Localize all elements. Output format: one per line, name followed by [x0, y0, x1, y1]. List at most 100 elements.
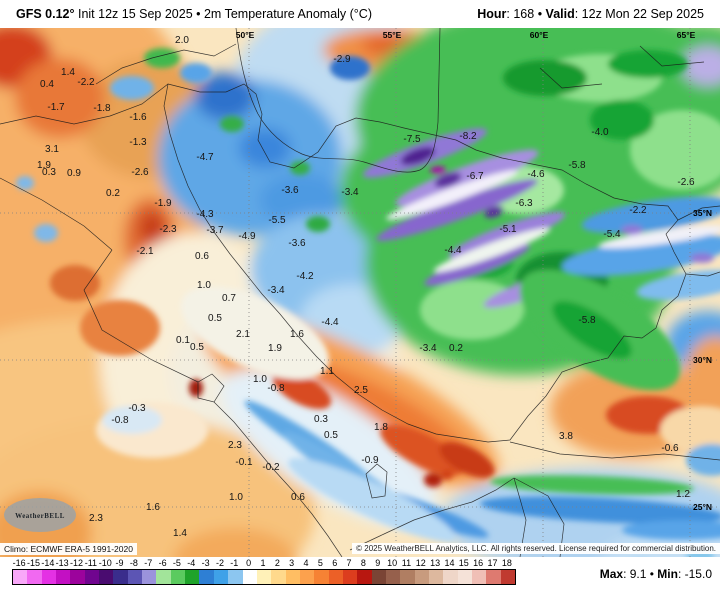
value-label: -8.2	[459, 131, 477, 142]
value-label: 0.9	[67, 168, 81, 179]
colorbar-segment	[428, 570, 444, 584]
value-label: -0.6	[661, 443, 679, 454]
colorbar-tick: -9	[115, 558, 124, 568]
value-label: -6.7	[466, 171, 484, 182]
value-label: -1.6	[129, 112, 147, 123]
value-label: 0.5	[208, 313, 222, 324]
maxmin-separator: •	[646, 567, 658, 581]
colorbar-segment	[457, 570, 472, 584]
colorbar-tick: 1	[260, 558, 266, 568]
value-label: -3.7	[206, 225, 224, 236]
value-label: 0.7	[222, 293, 236, 304]
colorbar-tick: 9	[375, 558, 381, 568]
colorbar-segment	[127, 570, 143, 584]
value-label: 1.6	[146, 502, 160, 513]
colorbar-segment	[199, 570, 214, 584]
colorbar-tick: -2	[215, 558, 224, 568]
value-label: -3.6	[288, 238, 306, 249]
value-label: 1.8	[374, 422, 388, 433]
colorbar-segment	[414, 570, 429, 584]
colorbar-segment	[84, 570, 100, 584]
value-label: -4.7	[196, 152, 214, 163]
min-value: : -15.0	[677, 567, 712, 581]
colorbar-tick: 18	[501, 558, 512, 568]
value-label: -5.5	[268, 215, 286, 226]
value-label: -0.9	[361, 455, 379, 466]
colorbar-segment	[242, 570, 257, 584]
grid-label: 60°E	[530, 30, 549, 40]
max-value: : 9.1	[623, 567, 647, 581]
colorbar-tick: -6	[158, 558, 167, 568]
colorbar-segment	[271, 570, 286, 584]
anomaly-map-svg: WeatherBELL 50°E 55°E 60°E 65°E 35°N 30°N 25°N…	[0, 28, 720, 557]
value-label: -4.4	[321, 317, 339, 328]
value-label: -0.3	[128, 403, 146, 414]
colorbar-segment	[299, 570, 315, 584]
colorbar-tick: 15	[458, 558, 469, 568]
value-label: 0.2	[449, 343, 463, 354]
colorbar-segment	[13, 570, 28, 584]
value-label: -2.3	[159, 224, 177, 235]
model-name: GFS 0.12°	[16, 7, 75, 21]
gridlines	[0, 28, 720, 557]
colorbar-segment	[41, 570, 57, 584]
value-label: 0.5	[190, 342, 204, 353]
colorbar-tick: 10	[387, 558, 398, 568]
colorbar-segment	[328, 570, 343, 584]
value-label: 0.6	[291, 492, 305, 503]
value-label: 1.0	[229, 492, 243, 503]
value-label: 0.2	[106, 188, 120, 199]
colorbar-segment	[142, 570, 157, 584]
map-canvas: WeatherBELL 50°E 55°E 60°E 65°E 35°N 30°N 25°N…	[0, 28, 720, 557]
colorbar-tick: 17	[487, 558, 498, 568]
header-separator: •	[534, 7, 546, 21]
colorbar-tick: -10	[98, 558, 112, 568]
colorbar-tick: -14	[41, 558, 55, 568]
grid-label: 25°N	[693, 502, 712, 512]
colorbar-tick: 3	[289, 558, 295, 568]
colorbar-tick: -4	[187, 558, 196, 568]
value-label: -5.1	[499, 224, 517, 235]
value-label: -1.7	[47, 102, 65, 113]
value-label: -1.9	[154, 198, 172, 209]
max-min-readout: Max: 9.1 • Min: -15.0	[600, 567, 712, 581]
colorbar-segment	[472, 570, 487, 584]
value-label: 0.5	[324, 430, 338, 441]
colorbar-tick: 0	[246, 558, 252, 568]
colorbar-tick: 13	[430, 558, 441, 568]
value-label: -4.6	[527, 169, 545, 180]
model-title: GFS 0.12° Init 12z 15 Sep 2025 • 2m Temp…	[16, 7, 372, 21]
colorbar-tick: 2	[274, 558, 280, 568]
value-label: 3.1	[45, 144, 59, 155]
colorbar-segment	[314, 570, 329, 584]
value-label: -1.3	[129, 137, 147, 148]
anomaly-value-labels: -2.9 2.0 1.4 0.4 -2.2 -1.7 -1.8 -1.6 -1.3 1.9 3.1 0…	[37, 35, 695, 539]
value-label: 0.4	[40, 79, 54, 90]
colorbar-segment	[357, 570, 372, 584]
colorbar-tick: -8	[129, 558, 138, 568]
value-label: -0.8	[267, 383, 285, 394]
value-label: -0.1	[235, 457, 253, 468]
climo-note: Climo: ECMWF ERA-5 1991-2020	[0, 543, 137, 555]
value-label: -3.4	[419, 343, 437, 354]
valid-value: : 12z Mon 22 Sep 2025	[574, 7, 704, 21]
colorbar-tick: -3	[201, 558, 210, 568]
colorbar-tick: -11	[84, 558, 98, 568]
colorbar-segment	[486, 570, 501, 584]
value-label: 1.6	[290, 329, 304, 340]
value-label: 1.4	[61, 67, 75, 78]
title-bar: GFS 0.12° Init 12z 15 Sep 2025 • 2m Temp…	[0, 0, 720, 28]
colorbar-swatches	[12, 569, 516, 585]
value-label: 2.3	[89, 513, 103, 524]
hour-label: Hour	[477, 7, 507, 21]
temperature-field-detail	[16, 48, 720, 557]
value-label: -4.4	[444, 245, 462, 256]
grid-label: 55°E	[383, 30, 402, 40]
colorbar-tick: -16	[12, 558, 26, 568]
value-label: 1.2	[676, 489, 690, 500]
colorbar-segment	[342, 570, 358, 584]
colorbar-segment	[400, 570, 415, 584]
value-label: -2.2	[629, 205, 647, 216]
value-label: -6.3	[515, 198, 533, 209]
